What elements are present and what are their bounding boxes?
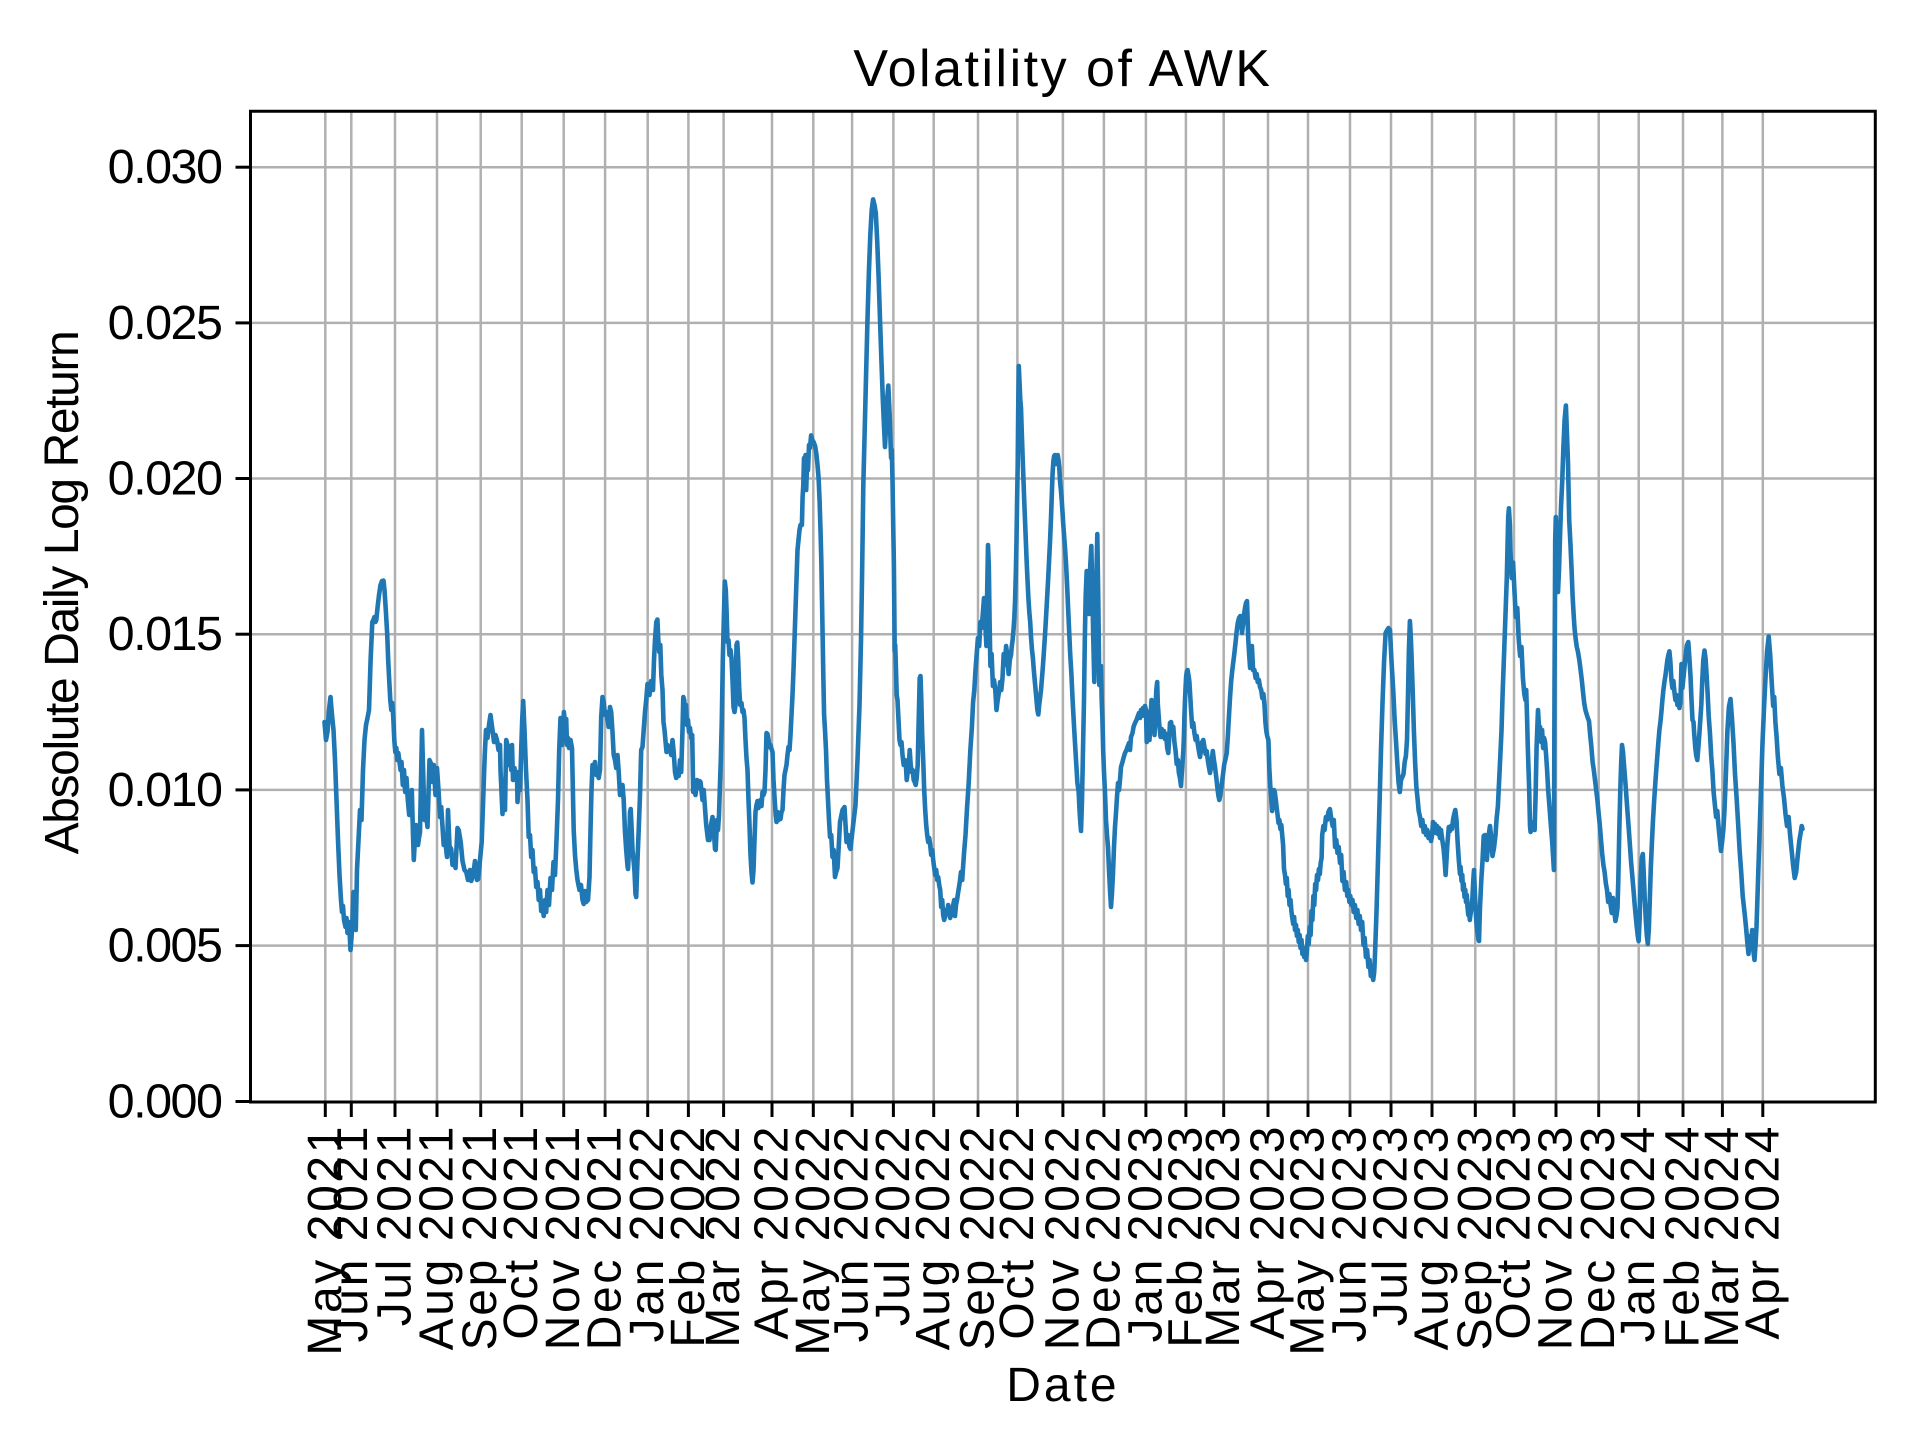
svg-text:Volatility of AWK: Volatility of AWK [853, 40, 1272, 98]
svg-text:0.030: 0.030 [108, 140, 222, 194]
svg-text:Oct 2021: Oct 2021 [495, 1124, 548, 1340]
svg-text:May 2023: May 2023 [1282, 1124, 1335, 1356]
svg-text:0.000: 0.000 [108, 1075, 222, 1129]
svg-text:Dec 2022: Dec 2022 [1077, 1124, 1130, 1350]
svg-text:Jan 2022: Jan 2022 [621, 1124, 674, 1342]
svg-text:Jul 2022: Jul 2022 [867, 1124, 920, 1326]
svg-text:0.005: 0.005 [108, 919, 222, 973]
svg-text:Absolute Daily Log Return: Absolute Daily Log Return [36, 332, 89, 855]
svg-text:Apr 2022: Apr 2022 [746, 1124, 799, 1340]
svg-text:Nov 2023: Nov 2023 [1530, 1124, 1583, 1350]
svg-text:Oct 2022: Oct 2022 [991, 1124, 1044, 1340]
svg-text:Jun 2022: Jun 2022 [826, 1124, 879, 1342]
svg-text:Apr 2023: Apr 2023 [1242, 1124, 1295, 1340]
svg-text:Jan 2023: Jan 2023 [1119, 1124, 1172, 1342]
svg-text:0.020: 0.020 [108, 452, 222, 506]
svg-text:Oct 2023: Oct 2023 [1488, 1124, 1541, 1340]
svg-text:Mar 2023: Mar 2023 [1197, 1124, 1250, 1348]
svg-text:Sep 2023: Sep 2023 [1449, 1124, 1502, 1350]
svg-text:Mar 2024: Mar 2024 [1696, 1124, 1749, 1348]
svg-text:May 2022: May 2022 [787, 1124, 840, 1356]
svg-text:Jul 2021: Jul 2021 [369, 1124, 422, 1326]
svg-text:Aug 2021: Aug 2021 [411, 1124, 464, 1350]
svg-text:Feb 2024: Feb 2024 [1657, 1124, 1710, 1348]
svg-text:Date: Date [1006, 1359, 1119, 1412]
svg-text:Jul 2023: Jul 2023 [1365, 1124, 1418, 1326]
svg-text:Jan 2024: Jan 2024 [1612, 1124, 1665, 1342]
svg-text:Dec 2023: Dec 2023 [1572, 1124, 1625, 1350]
svg-text:Jun 2023: Jun 2023 [1324, 1124, 1377, 1342]
svg-text:Aug 2023: Aug 2023 [1406, 1124, 1459, 1350]
svg-text:0.010: 0.010 [108, 763, 222, 817]
svg-text:Jun 2021: Jun 2021 [325, 1124, 378, 1342]
svg-text:Aug 2022: Aug 2022 [907, 1124, 960, 1350]
svg-text:Sep 2022: Sep 2022 [952, 1124, 1005, 1350]
svg-text:0.015: 0.015 [108, 607, 222, 661]
svg-text:Feb 2022: Feb 2022 [662, 1124, 715, 1348]
svg-text:Feb 2023: Feb 2023 [1159, 1124, 1212, 1348]
svg-text:Apr 2024: Apr 2024 [1736, 1124, 1789, 1340]
svg-text:Nov 2021: Nov 2021 [537, 1124, 590, 1350]
svg-text:Sep 2021: Sep 2021 [454, 1124, 507, 1350]
svg-text:Nov 2022: Nov 2022 [1036, 1124, 1089, 1350]
svg-text:Mar 2022: Mar 2022 [697, 1124, 750, 1348]
svg-text:May 2021: May 2021 [299, 1124, 352, 1356]
svg-text:0.025: 0.025 [108, 296, 222, 350]
svg-text:Dec 2021: Dec 2021 [579, 1124, 632, 1350]
